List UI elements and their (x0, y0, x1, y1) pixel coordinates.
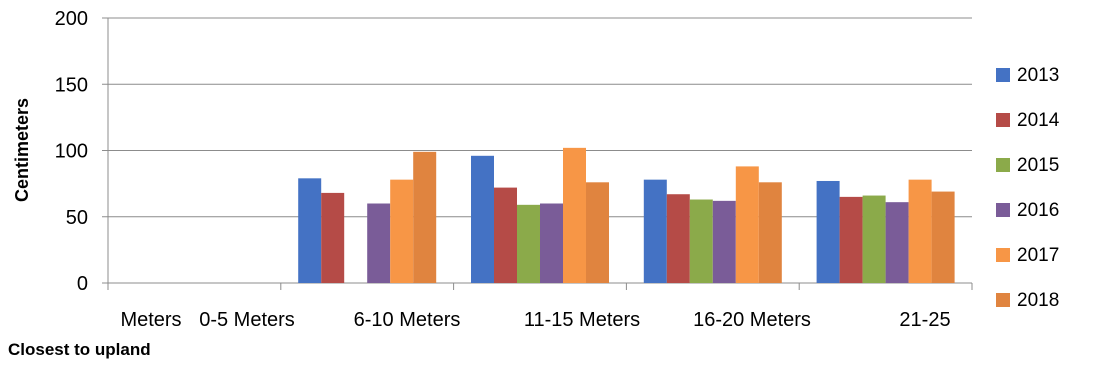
x-tick-label-0: Meters (120, 309, 181, 331)
bar-2016-3 (712, 200, 736, 283)
bar-2015-4 (862, 195, 886, 283)
bar-2016-1 (367, 203, 391, 283)
x-tick-label-5: 21-25 (899, 309, 950, 331)
bar-2016-4 (885, 202, 909, 283)
bar-2017-3 (735, 166, 759, 283)
bar-2014-4 (839, 196, 863, 283)
legend-swatch-2013 (996, 68, 1010, 82)
bar-2017-4 (908, 179, 932, 283)
legend-label-2015: 2015 (1017, 155, 1059, 176)
y-tick-label-50: 50 (66, 207, 88, 229)
bar-2016-2 (540, 203, 563, 283)
bar-2013-4 (816, 180, 840, 283)
legend-swatch-2017 (996, 248, 1010, 262)
bar-2013-2 (471, 155, 494, 283)
legend-label-2013: 2013 (1017, 65, 1059, 86)
legend-label-2018: 2018 (1017, 290, 1059, 311)
x-tick-label-3: 11-15 Meters (524, 309, 640, 331)
legend-label-2017: 2017 (1017, 245, 1059, 266)
x-tick-label-2: 6-10 Meters (354, 309, 461, 331)
bar-2014-2 (494, 187, 517, 283)
bar-2018-3 (758, 182, 782, 283)
bar-2018-4 (931, 191, 955, 283)
bar-2018-2 (586, 182, 609, 283)
y-tick-label-100: 100 (55, 141, 88, 163)
bar-2017-2 (563, 147, 586, 283)
y-tick-label-150: 150 (55, 74, 88, 96)
legend-swatch-2014 (996, 113, 1010, 127)
bar-2014-1 (321, 192, 345, 283)
bar-2013-3 (643, 179, 667, 283)
y-tick-label-0: 0 (77, 273, 88, 295)
bar-2013-1 (298, 178, 322, 283)
footnote: Closest to upland (8, 340, 151, 359)
legend-label-2014: 2014 (1017, 110, 1060, 131)
bar-2018-1 (413, 151, 437, 283)
legend-swatch-2015 (996, 158, 1010, 172)
x-tick-label-4: 16-20 Meters (693, 309, 811, 331)
bar-2017-1 (390, 179, 414, 283)
y-tick-label-200: 200 (55, 8, 88, 30)
bar-2015-2 (517, 204, 540, 283)
legend-label-2016: 2016 (1017, 200, 1059, 221)
bar-2014-3 (666, 194, 690, 283)
bar-2015-3 (689, 199, 713, 283)
legend-swatch-2016 (996, 203, 1010, 217)
x-tick-label-1: 0-5 Meters (199, 309, 295, 331)
legend-swatch-2018 (996, 293, 1010, 307)
y-axis-label: Centimeters (12, 98, 32, 202)
